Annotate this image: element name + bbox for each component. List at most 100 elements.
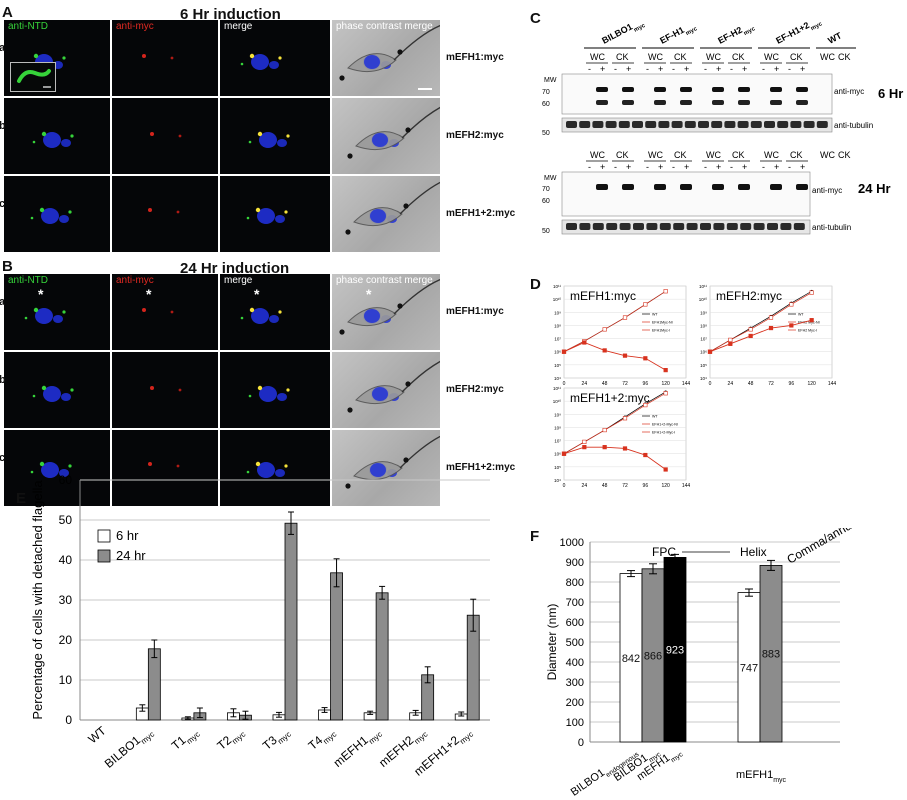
row-letter: b — [0, 120, 6, 132]
series-line — [563, 342, 666, 371]
row-letter: c — [0, 198, 6, 210]
y-tick-label: 10⁹ — [554, 412, 561, 417]
ntd-signal — [255, 207, 261, 213]
induction-sign: + — [658, 64, 663, 74]
micrograph-merge — [220, 98, 330, 174]
y-tick-label: 30 — [59, 593, 73, 607]
data-label: 923 — [666, 645, 684, 657]
panel-b-label: B — [2, 258, 13, 275]
x-tick-label: 120 — [661, 381, 670, 387]
dark-granule — [347, 407, 353, 413]
series-point — [622, 416, 628, 421]
blot-group-label: BILBO1myc — [600, 15, 647, 49]
ntd-signal — [249, 307, 255, 313]
fraction-label: CK — [790, 150, 803, 160]
myc-signal — [148, 462, 152, 466]
row-label: mEFH1:myc — [446, 306, 504, 317]
annotation-label: Helix — [740, 545, 767, 559]
series-point — [663, 391, 668, 396]
nucleus-stain — [35, 308, 53, 324]
induction-sign: - — [730, 162, 733, 172]
induction-sign: - — [762, 64, 765, 74]
row-letter: b — [0, 374, 6, 386]
kinetoplast-stain — [59, 215, 69, 223]
y-tick-label: 10¹⁰ — [553, 399, 562, 404]
y-tick-label: 10⁸ — [700, 323, 707, 328]
blot-group-label: EF-H2myc — [716, 19, 757, 50]
mw-mark: 50 — [542, 130, 550, 137]
series-line — [563, 290, 666, 353]
y-tick-label: 10⁷ — [554, 439, 561, 444]
series-line — [709, 292, 812, 353]
dark-granule — [347, 153, 353, 159]
y-tick-label: 20 — [59, 633, 73, 647]
y-tick-label: 10¹⁰ — [553, 297, 562, 302]
row-label: mEFH1+2:myc — [446, 208, 516, 219]
induction-sign: - — [704, 162, 707, 172]
series-point — [663, 467, 668, 472]
x-tick-label: 48 — [602, 381, 608, 387]
tubulin-band — [633, 223, 644, 230]
series-point — [748, 333, 753, 339]
blot-group-label: EF-H1myc — [658, 19, 699, 50]
bar — [330, 572, 343, 721]
kinetoplast-stain — [275, 215, 285, 223]
series-point — [789, 302, 794, 307]
myc-signal — [142, 54, 146, 58]
induction-sign: + — [684, 162, 689, 172]
timepoint-label: 6 Hr — [878, 86, 903, 101]
mw-mark: 50 — [542, 228, 550, 235]
ntd-signal — [255, 461, 261, 467]
series-point — [663, 368, 668, 373]
y-tick-label: 10 — [59, 673, 73, 687]
data-label: 842 — [622, 653, 640, 665]
nucleus-stain — [372, 387, 388, 401]
blot-group-label: EF-H1+2myc — [774, 14, 824, 49]
panel-f-label: F — [530, 528, 540, 545]
micrograph-image — [339, 24, 440, 81]
nucleus-stain — [257, 208, 275, 224]
tubulin-band — [566, 223, 577, 230]
series-line — [563, 392, 666, 455]
scale-bar — [418, 88, 432, 90]
induction-sign: + — [626, 64, 631, 74]
dark-granule — [339, 329, 345, 335]
myc-band — [796, 100, 808, 105]
kinetoplast-stain — [277, 139, 287, 147]
x-tick-label: 144 — [828, 381, 837, 387]
series-point — [643, 452, 648, 458]
micrograph-merge — [220, 176, 330, 252]
dark-granule — [339, 75, 345, 81]
ntd-signal — [32, 140, 36, 144]
micrograph-green — [4, 430, 110, 506]
ntd-signal — [41, 131, 47, 137]
ntd-signal — [249, 53, 255, 59]
bar — [284, 522, 298, 721]
micrograph-image — [347, 106, 440, 159]
nucleus-stain — [251, 54, 269, 70]
tubulin-band — [686, 223, 698, 230]
inset-signal — [17, 69, 51, 83]
tubulin-band — [579, 121, 591, 128]
tubulin-band — [698, 121, 709, 128]
y-tick-label: 800 — [566, 577, 584, 589]
myc-band — [796, 184, 808, 190]
panel-d-label: D — [530, 276, 541, 293]
x-tick-label: 120 — [807, 381, 816, 387]
tubulin-band — [724, 121, 736, 128]
induction-sign: + — [684, 64, 689, 74]
y-tick-label: 10⁶ — [554, 350, 561, 355]
fraction-label: CK — [838, 150, 851, 160]
micrograph-phase — [332, 20, 440, 96]
fraction-label: WC — [820, 150, 835, 160]
series-line — [709, 319, 812, 353]
y-tick-label: 10⁴ — [554, 376, 561, 381]
induction-sign: - — [646, 64, 649, 74]
myc-band — [770, 87, 782, 92]
fraction-label: CK — [674, 52, 687, 62]
ntd-signal — [278, 310, 282, 314]
tubulin-band — [764, 121, 775, 128]
micrograph-image — [240, 307, 282, 324]
row-label: mEFH2:myc — [446, 130, 504, 141]
